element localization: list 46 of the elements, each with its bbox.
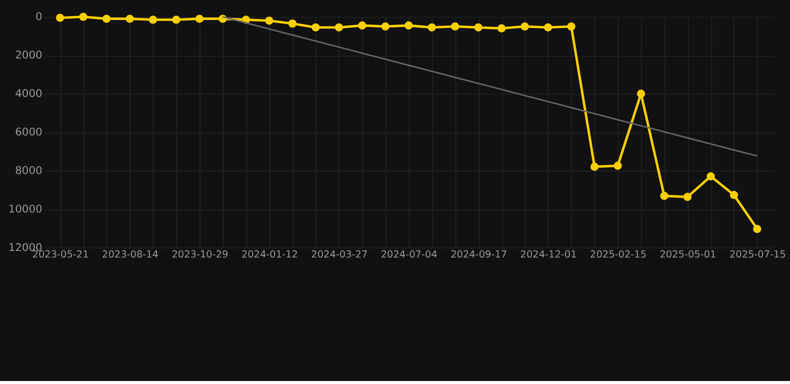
point — [381, 22, 390, 31]
x-tick-label: 2024-12-01 — [520, 250, 577, 261]
y-tick-label: 2000 — [15, 48, 43, 62]
point — [753, 224, 762, 234]
point — [79, 12, 88, 21]
point — [498, 24, 506, 32]
point — [567, 22, 576, 31]
point — [730, 190, 738, 200]
x-tick-label: 2025-05-01 — [660, 250, 716, 261]
point — [544, 23, 552, 32]
point — [102, 14, 111, 23]
y-tick-label: 10000 — [8, 202, 43, 216]
x-tick-label: 2024-09-17 — [450, 250, 508, 261]
y-tick-label: 4000 — [15, 87, 43, 100]
x-tick-label: 2023-10-29 — [172, 250, 228, 261]
point — [636, 90, 646, 98]
point — [660, 192, 668, 200]
x-tick-label: 2023-05-21 — [32, 250, 89, 261]
point — [404, 21, 413, 30]
point — [148, 16, 158, 24]
x-tick-label: 2025-02-15 — [590, 250, 646, 261]
y-tick-label: 6000 — [15, 126, 43, 139]
point — [265, 16, 274, 25]
point — [288, 20, 296, 28]
point — [428, 23, 436, 32]
point — [451, 22, 460, 31]
y-tick-label: 8000 — [15, 164, 43, 177]
point — [334, 23, 343, 32]
point — [520, 22, 529, 31]
point — [706, 172, 715, 180]
point — [683, 192, 692, 201]
point — [312, 23, 320, 32]
point — [172, 16, 180, 24]
x-tick-label: 2025-07-15 — [729, 250, 786, 261]
x-tick-label: 2023-08-14 — [102, 250, 158, 261]
point — [614, 162, 622, 170]
point — [474, 23, 482, 32]
y-tick-label: 0 — [36, 10, 43, 24]
point — [195, 14, 204, 23]
point — [358, 21, 366, 30]
x-tick-label: 2024-03-27 — [311, 250, 368, 261]
point — [56, 14, 64, 22]
point — [126, 14, 134, 23]
x-tick-label: 2024-07-04 — [380, 250, 438, 261]
x-tick-label: 2024-01-12 — [241, 250, 298, 261]
point — [590, 162, 599, 171]
